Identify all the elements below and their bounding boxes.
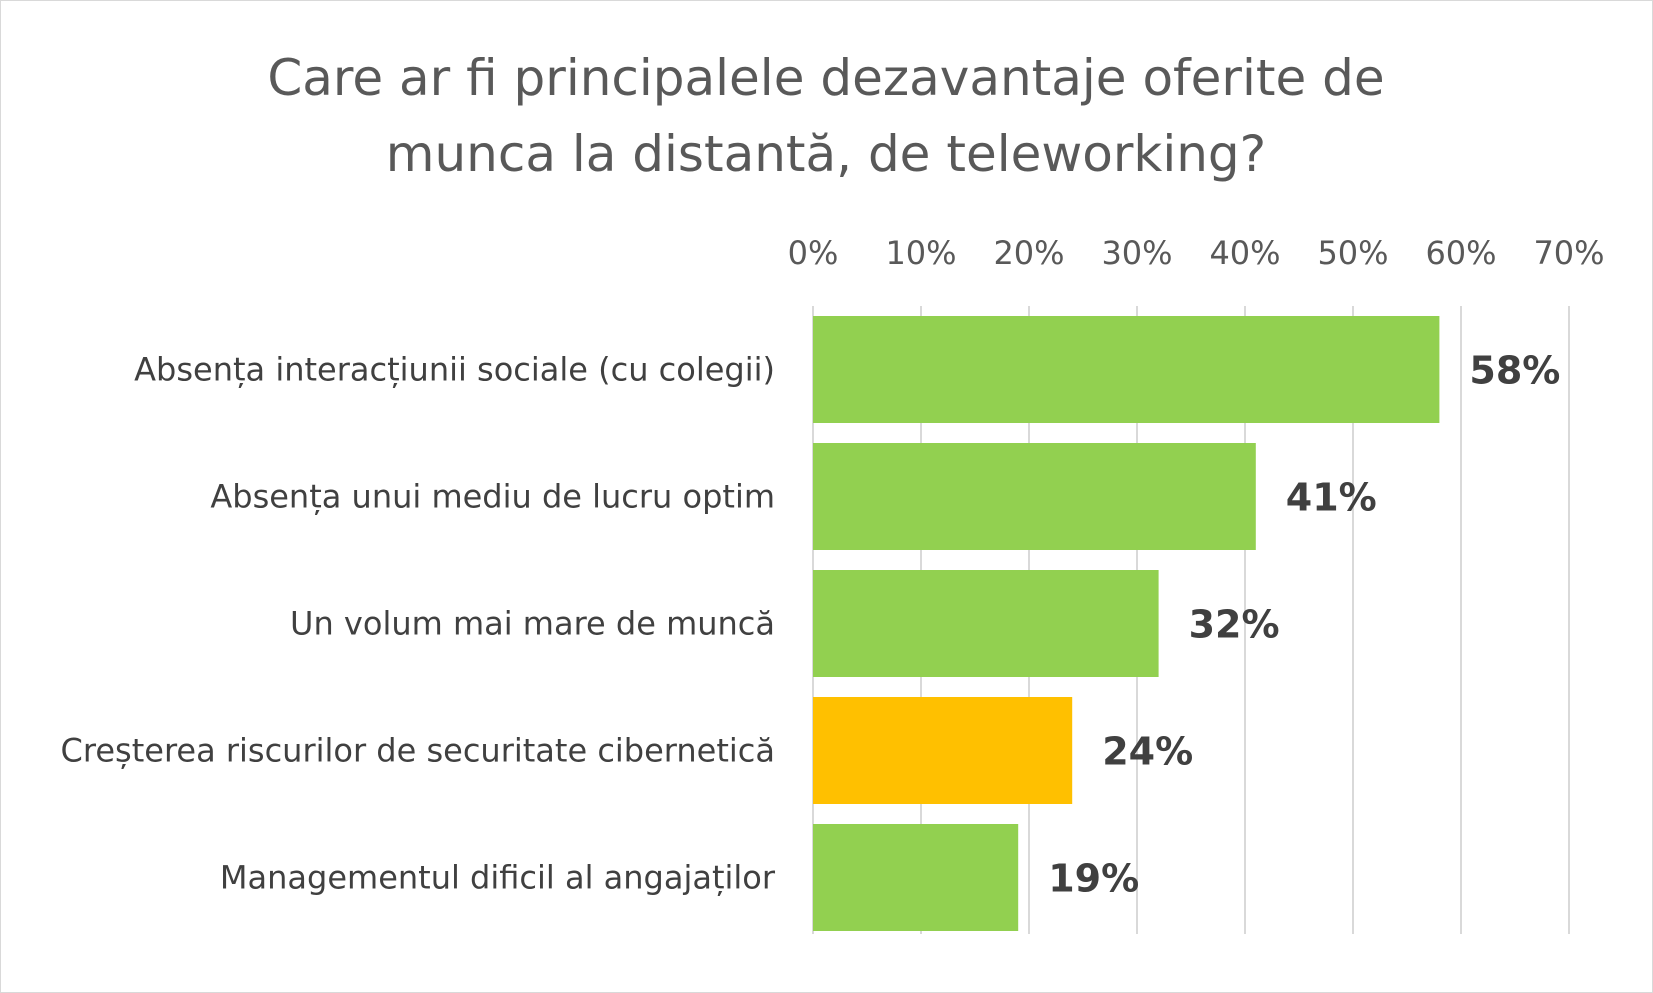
bar bbox=[813, 316, 1440, 423]
bar bbox=[813, 443, 1256, 550]
bar bbox=[813, 570, 1159, 677]
bar bbox=[813, 697, 1073, 804]
x-tick-label: 0% bbox=[788, 234, 839, 272]
x-tick-label: 10% bbox=[885, 234, 956, 272]
data-label: 41% bbox=[1286, 476, 1377, 520]
category-labels: Absența interacțiunii sociale (cu colegi… bbox=[61, 351, 776, 897]
category-label: Creșterea riscurilor de securitate ciber… bbox=[61, 732, 775, 770]
bar bbox=[813, 824, 1019, 931]
x-tick-label: 30% bbox=[1101, 234, 1172, 272]
x-tick-label: 40% bbox=[1209, 234, 1280, 272]
chart-title-line-1: Care ar fi principalele dezavantaje ofer… bbox=[267, 49, 1384, 107]
x-tick-label: 70% bbox=[1533, 234, 1604, 272]
category-label: Absența interacțiunii sociale (cu colegi… bbox=[134, 351, 775, 389]
chart-title-line-2: munca la distantă, de teleworking? bbox=[386, 125, 1266, 183]
category-label: Managementul dificil al angajaților bbox=[220, 859, 776, 897]
data-label: 58% bbox=[1469, 349, 1560, 393]
data-label: 19% bbox=[1048, 857, 1139, 901]
category-label: Un volum mai mare de muncă bbox=[290, 605, 775, 643]
value-labels: 58% 41% 32% 24% 19% bbox=[1048, 349, 1560, 901]
data-label: 32% bbox=[1189, 603, 1280, 647]
bars bbox=[813, 316, 1440, 931]
x-tick-label: 50% bbox=[1317, 234, 1388, 272]
data-label: 24% bbox=[1102, 730, 1193, 774]
x-tick-label: 60% bbox=[1425, 234, 1496, 272]
x-tick-label: 20% bbox=[993, 234, 1064, 272]
x-axis-tick-labels: 0% 10% 20% 30% 40% 50% 60% 70% bbox=[788, 234, 1605, 272]
category-label: Absența unui mediu de lucru optim bbox=[210, 478, 775, 516]
